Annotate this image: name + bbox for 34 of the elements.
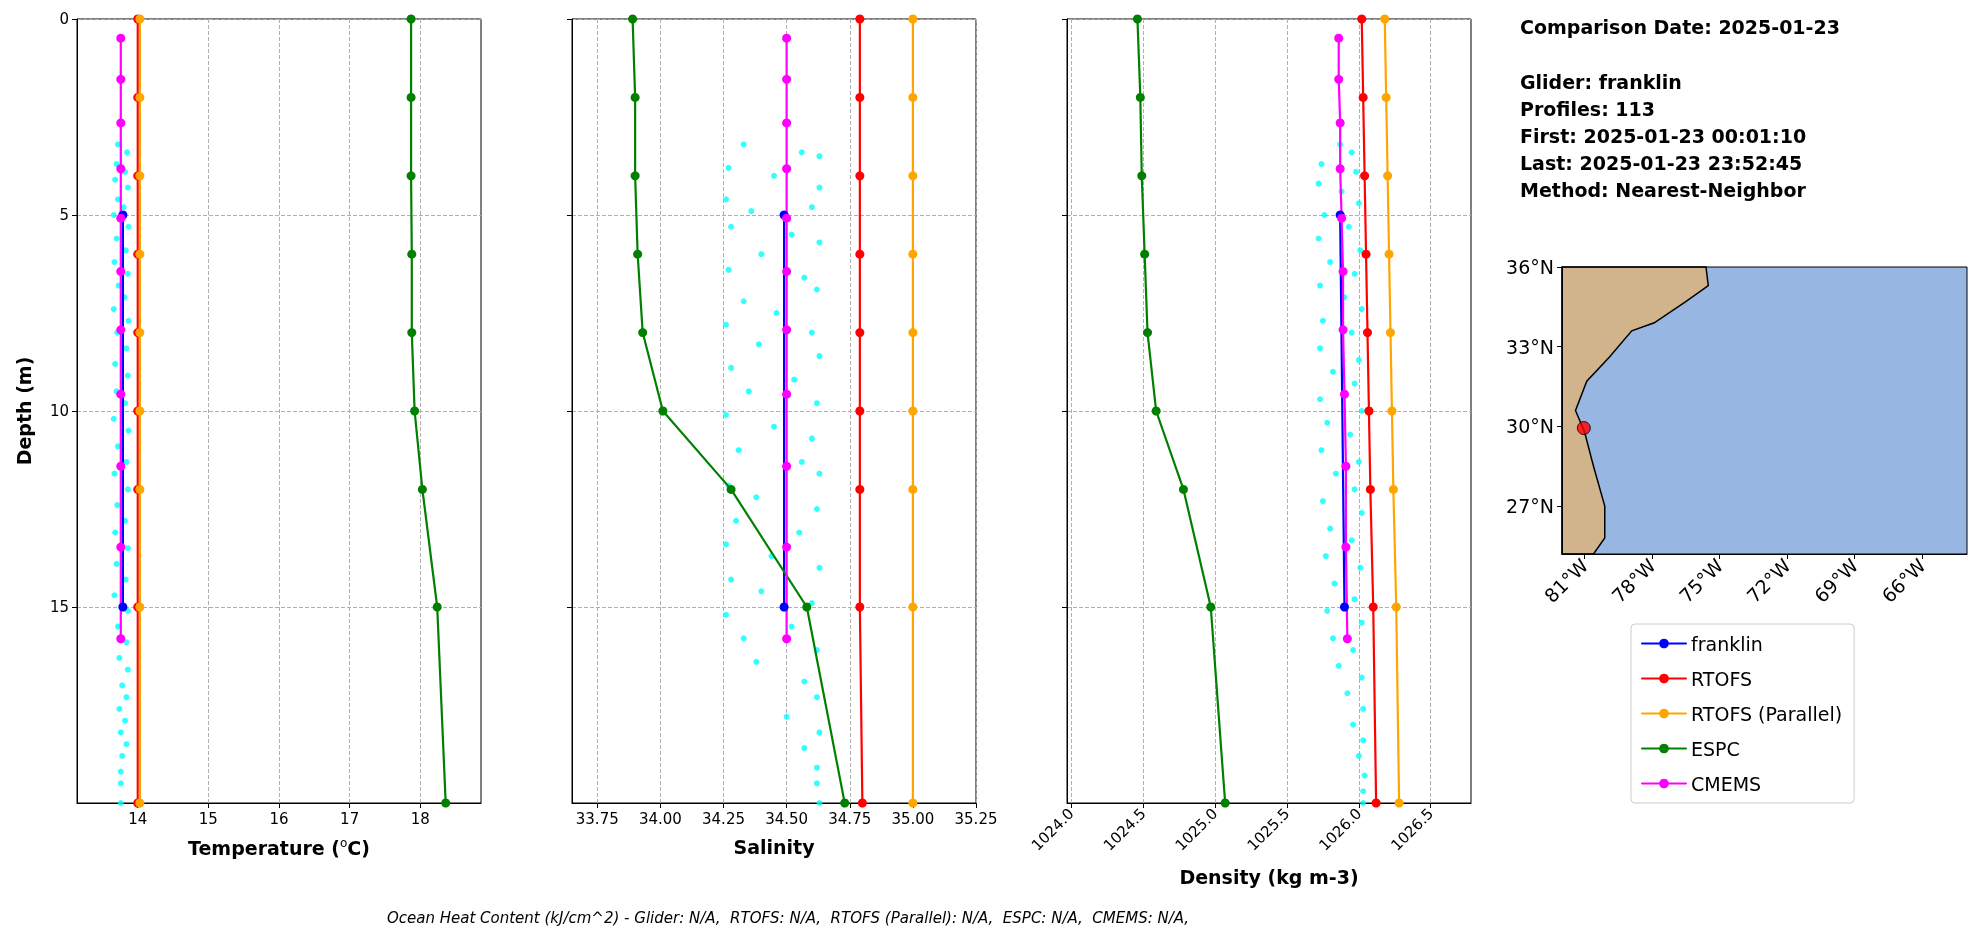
x-tick-label: 35.25 <box>954 809 998 828</box>
x-tick-label: 34.75 <box>828 809 872 828</box>
x-axis-title: Density (kg m-3) <box>1179 865 1359 888</box>
text: Ocean Heat Content (kJ/cm^2) - Glider: N/A, RTOFS: N/A, RTOFS (Parallel): N/A, ESPC: N/A, CMEMS: N/A, <box>386 909 1190 927</box>
x-tick-label: 35.00 <box>891 809 935 828</box>
x-tick-label: 18 <box>410 809 430 828</box>
y-tick-label: 30°N <box>1506 415 1554 438</box>
legend-label: CMEMS <box>1691 772 1762 795</box>
y-axis-title: Depth (m) <box>12 356 35 466</box>
chart-title: Comparison Date: 2025-01-23 <box>1520 15 1840 38</box>
legend-label: franklin <box>1691 632 1763 655</box>
x-tick-label: 14 <box>128 809 148 828</box>
y-tick-label: 10 <box>49 402 69 420</box>
y-tick-label: 0 <box>59 10 69 28</box>
x-tick-label: 34.00 <box>638 809 682 828</box>
legend-label: RTOFS (Parallel) <box>1691 702 1843 725</box>
y-tick-label: 27°N <box>1506 495 1554 518</box>
x-tick-label: 34.25 <box>702 809 745 828</box>
y-tick-label: 36°N <box>1506 256 1554 278</box>
x-tick-label: 34.50 <box>765 809 809 828</box>
legend-label: RTOFS <box>1691 667 1753 690</box>
x-tick-label: 15 <box>198 809 218 828</box>
x-axis-title: Salinity <box>733 835 816 858</box>
text: Last: 2025-01-23 23:52:45 <box>1520 152 1803 174</box>
x-tick-label: 17 <box>340 809 360 828</box>
y-tick-label: 5 <box>59 206 69 224</box>
x-tick-label: 16 <box>269 809 289 828</box>
text: Method: Nearest-Neighbor <box>1520 179 1807 201</box>
legend-label: ESPC <box>1691 737 1740 760</box>
text: Glider: franklin <box>1520 71 1682 93</box>
text: First: 2025-01-23 00:01:10 <box>1520 125 1807 147</box>
x-tick-label: 33.75 <box>575 809 619 828</box>
text: Profiles: 113 <box>1520 98 1656 120</box>
y-tick-label: 33°N <box>1506 335 1554 358</box>
